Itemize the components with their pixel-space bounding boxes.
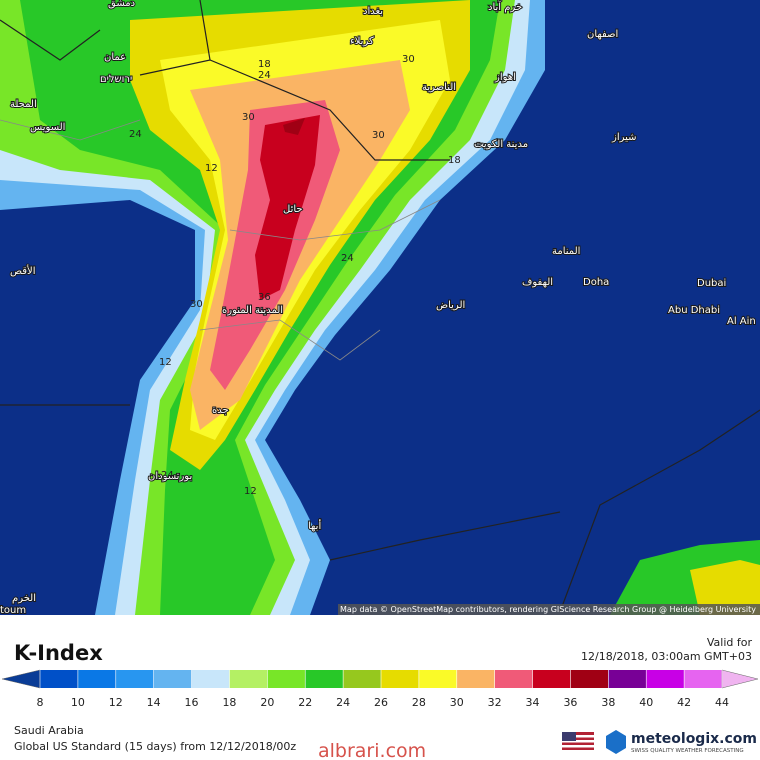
tick-label: 28 — [412, 696, 426, 709]
color-step — [229, 670, 268, 688]
tick-label: 18 — [222, 696, 236, 709]
color-step — [381, 670, 419, 688]
attribution-bg — [338, 604, 760, 615]
contour-label: 30 — [190, 299, 203, 310]
city-label: بورتسودان — [148, 471, 192, 482]
tick-label: 14 — [147, 696, 161, 709]
contour-label: 12 — [244, 486, 257, 497]
brand: meteologix.com — [631, 731, 757, 747]
color-step — [532, 670, 571, 688]
contour-label: 30 — [402, 54, 415, 65]
tick-label: 32 — [488, 696, 502, 709]
city-label: ירושלים — [100, 74, 132, 85]
watermark: albrari.com — [318, 740, 426, 760]
valid-time: 12/18/2018, 03:00am GMT+03 — [581, 650, 752, 663]
color-arrow-high — [721, 669, 759, 689]
tick-label: 40 — [639, 696, 653, 709]
color-step — [646, 670, 685, 688]
color-step — [305, 670, 344, 688]
borders — [0, 0, 760, 613]
color-step — [191, 670, 230, 688]
contour-label: 12 — [205, 163, 218, 174]
color-step — [418, 670, 457, 688]
city-label: حائل — [283, 204, 303, 215]
city-label: Doha — [583, 277, 609, 288]
color-step — [684, 670, 722, 688]
tick-label: 44 — [715, 696, 729, 709]
color-step — [343, 670, 381, 688]
attribution: Map data © OpenStreetMap contributors, r… — [340, 605, 756, 614]
color-arrow-low — [1, 669, 41, 689]
contour-label: 12 — [159, 357, 172, 368]
valid-label: Valid for — [707, 636, 753, 649]
tick-label: 20 — [260, 696, 274, 709]
tick-label: 42 — [677, 696, 691, 709]
city-label: الأقص — [10, 264, 36, 277]
legend-title: K-Index — [14, 641, 103, 665]
flag — [562, 732, 594, 750]
city-label: المحلة — [10, 99, 37, 110]
city-label: أبها — [308, 519, 321, 532]
city-label: كربلاء — [350, 36, 374, 47]
tick-label: 24 — [336, 696, 350, 709]
city-label: Dubai — [697, 278, 726, 289]
color-step — [570, 670, 609, 688]
contour-label: 30 — [242, 112, 255, 123]
city-label: الناصرية — [422, 82, 456, 93]
city-label: خرم آباد — [488, 0, 522, 13]
contour-label: 18 — [448, 155, 461, 166]
tick-label: 8 — [37, 696, 44, 709]
tick-label: 26 — [374, 696, 388, 709]
city-label: Abu Dhabi — [668, 305, 720, 316]
color-step — [608, 670, 647, 688]
tick-label: 34 — [526, 696, 540, 709]
region-borders — [0, 119, 441, 361]
city-label: السويس — [30, 122, 65, 133]
city-label: المدينة المنورة — [222, 305, 283, 316]
contour-label: 24 — [129, 129, 142, 140]
tagline: SWISS QUALITY WEATHER FORECASTING — [631, 748, 744, 754]
color-step — [494, 670, 533, 688]
tick-label: 38 — [601, 696, 615, 709]
city-label: بغداد — [363, 6, 383, 17]
contour-label: 30 — [372, 130, 385, 141]
model-run: Global US Standard (15 days) from 12/12/… — [14, 740, 296, 753]
city-label: toum — [0, 605, 26, 616]
region: Saudi Arabia — [14, 724, 84, 737]
city-label: المنامة — [552, 246, 580, 257]
tick-label: 10 — [71, 696, 85, 709]
contour-label: 18 — [258, 59, 271, 70]
city-label: الهفوف — [522, 277, 553, 288]
color-step — [77, 670, 116, 688]
tick-label: 36 — [563, 696, 577, 709]
city-label: عمان — [104, 52, 126, 63]
city-label: مدينة الكويت — [474, 139, 528, 150]
city-label: اهواز — [494, 72, 516, 83]
tick-label: 12 — [109, 696, 123, 709]
city-label: الخرم — [12, 593, 36, 604]
kindex-field — [0, 0, 760, 615]
tick-label: 30 — [450, 696, 464, 709]
city-label: اصفهان — [587, 29, 618, 40]
color-step — [40, 670, 78, 688]
city-label: شیراز — [611, 132, 637, 143]
tick-label: 16 — [185, 696, 199, 709]
contour-label: 24 — [341, 253, 354, 264]
city-label: دمشق — [108, 0, 135, 9]
color-step — [153, 670, 192, 688]
color-step — [267, 670, 306, 688]
tick-label: 22 — [298, 696, 312, 709]
city-label: جدة — [212, 405, 229, 416]
contour-label: 36 — [258, 292, 271, 303]
city-label: الرياض — [436, 300, 465, 311]
contour-label: 24 — [258, 70, 271, 81]
city-label: Al Ain — [727, 316, 756, 327]
color-step — [456, 670, 495, 688]
contour-label: 24 — [161, 470, 174, 481]
color-step — [115, 670, 154, 688]
logo-icon — [606, 730, 626, 754]
